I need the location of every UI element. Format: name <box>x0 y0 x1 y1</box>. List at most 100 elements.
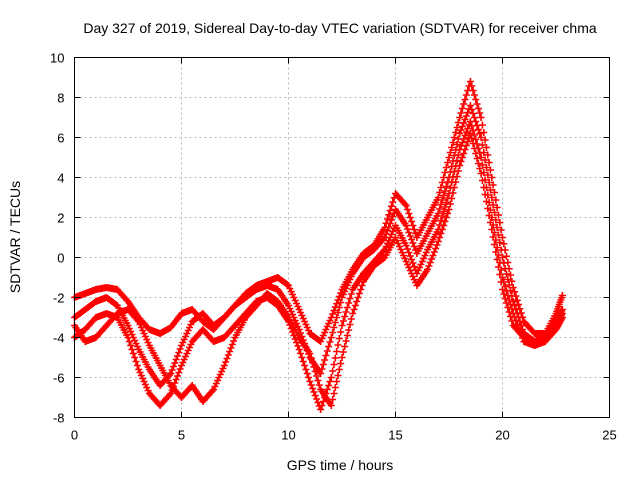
data-point <box>167 370 175 377</box>
data-point <box>461 96 469 103</box>
data-point <box>458 154 466 161</box>
data-point <box>468 82 476 90</box>
data-point <box>445 206 453 213</box>
data-point <box>457 109 465 117</box>
data-point <box>172 356 180 363</box>
data-point <box>436 205 444 213</box>
data-point <box>325 343 333 350</box>
y-tick-label: 6 <box>57 131 64 146</box>
data-point <box>337 299 345 306</box>
data-point <box>321 356 329 364</box>
data-point <box>437 230 445 237</box>
data-point <box>499 234 506 241</box>
data-point <box>230 337 238 345</box>
y-tick-label: 0 <box>57 251 64 266</box>
data-point <box>460 150 468 157</box>
data-point <box>323 347 331 355</box>
data-point <box>405 249 413 256</box>
data-point <box>466 78 474 85</box>
data-point <box>331 354 339 362</box>
data-point <box>329 329 337 336</box>
data-point <box>497 278 505 286</box>
data-point <box>173 352 181 360</box>
data-point <box>297 350 305 357</box>
data-point <box>492 196 500 204</box>
data-point <box>468 106 476 113</box>
data-point <box>436 189 444 196</box>
data-point <box>477 154 485 161</box>
data-point <box>313 372 321 380</box>
data-point <box>342 308 350 316</box>
data-point <box>476 165 484 172</box>
data-point <box>295 346 303 353</box>
data-point <box>472 150 480 157</box>
data-point <box>228 341 236 348</box>
data-point <box>474 105 482 112</box>
data-point <box>507 313 515 320</box>
data-point <box>133 316 141 324</box>
data-point <box>406 252 414 260</box>
data-point <box>472 136 480 143</box>
data-point <box>482 198 490 205</box>
data-point <box>440 192 448 199</box>
data-point <box>470 145 478 152</box>
data-point <box>458 105 466 112</box>
data-point <box>503 252 511 260</box>
data-point <box>406 232 414 240</box>
data-point <box>492 248 500 256</box>
data-point <box>486 219 494 226</box>
data-point <box>387 216 395 224</box>
data-point <box>489 181 497 189</box>
data-point <box>302 366 310 373</box>
data-point <box>466 102 474 109</box>
data-point <box>355 290 363 297</box>
data-point <box>442 199 450 206</box>
data-point <box>387 202 395 210</box>
data-point <box>408 218 416 225</box>
data-point <box>470 114 478 121</box>
data-point <box>350 306 358 313</box>
data-point <box>499 254 506 261</box>
data-point <box>341 313 349 320</box>
data-point <box>329 310 337 318</box>
data-point <box>469 87 477 94</box>
data-point <box>314 399 322 406</box>
data-point <box>461 116 469 123</box>
data-point <box>481 191 489 198</box>
data-point <box>501 295 509 302</box>
data-point <box>389 198 397 206</box>
data-point <box>424 266 432 273</box>
data-point <box>434 238 442 245</box>
data-point <box>125 338 133 345</box>
data-point <box>489 201 497 209</box>
data-point <box>474 160 482 167</box>
data-point <box>440 208 448 215</box>
data-point <box>313 395 321 403</box>
data-point <box>334 372 342 379</box>
data-point <box>458 139 466 146</box>
data-point <box>456 130 464 137</box>
data-point <box>434 210 442 217</box>
data-point <box>353 298 361 305</box>
data-point <box>402 222 410 229</box>
data-point <box>462 128 470 136</box>
data-point <box>437 184 445 191</box>
data-point <box>309 359 317 366</box>
data-point <box>317 370 325 377</box>
data-point <box>508 317 516 325</box>
data-point <box>446 149 454 156</box>
data-point <box>490 241 498 248</box>
y-tick-label: -4 <box>53 331 65 346</box>
data-point <box>497 226 505 234</box>
data-point <box>338 322 346 329</box>
data-point <box>452 178 460 186</box>
data-point <box>335 304 343 311</box>
data-point <box>436 234 444 241</box>
data-point <box>351 302 359 309</box>
x-tick-label: 15 <box>388 428 402 443</box>
data-point <box>343 332 351 339</box>
data-point <box>485 179 493 186</box>
data-point <box>481 136 489 144</box>
data-point <box>385 211 393 219</box>
data-point <box>329 367 337 375</box>
